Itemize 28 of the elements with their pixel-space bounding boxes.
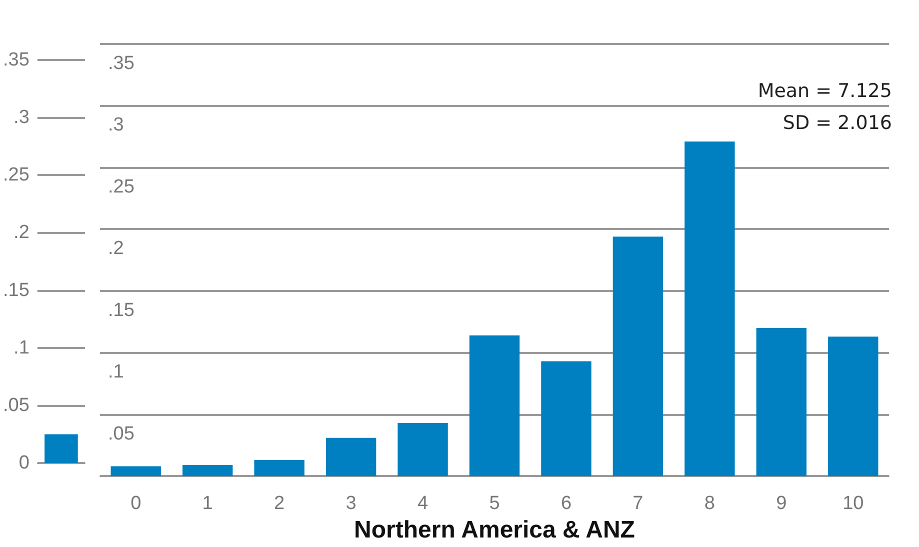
y-tick-label: .3 <box>108 114 124 136</box>
annotation: SD = 2.016 <box>782 111 892 136</box>
x-tick-label: 7 <box>632 493 644 514</box>
x-tick-label: 9 <box>776 493 787 514</box>
y-tick-label: .35 <box>2 50 30 70</box>
annotation: Mean = 7.125 <box>758 79 892 104</box>
y-tick-label: .15 <box>108 300 134 321</box>
y-tick-label: .25 <box>2 164 30 186</box>
x-tick-label: 3 <box>346 493 356 514</box>
x-tick-label: 8 <box>704 493 715 514</box>
y-tick-label: .35 <box>108 53 134 74</box>
x-tick-label: 6 <box>560 493 572 514</box>
x-tick-label: 1 <box>202 493 213 514</box>
y-tick-label: .25 <box>108 176 134 198</box>
x-axis-title: Northern America & ANZ <box>354 516 635 544</box>
y-tick-label: .05 <box>108 423 134 444</box>
x-tick-label: 10 <box>842 493 864 514</box>
y-tick-label: .2 <box>14 222 30 244</box>
x-tick-label: 2 <box>274 493 285 514</box>
y-tick-label: .3 <box>14 107 30 128</box>
y-tick-label: 0 <box>18 452 30 474</box>
y-tick-label: .2 <box>108 238 124 260</box>
y-tick-label: .1 <box>14 337 30 358</box>
y-tick-label: .1 <box>108 362 124 383</box>
y-tick-label: .15 <box>2 280 30 301</box>
x-tick-label: 4 <box>417 493 428 514</box>
x-tick-label: 5 <box>489 493 500 514</box>
y-tick-label: .05 <box>2 394 30 416</box>
